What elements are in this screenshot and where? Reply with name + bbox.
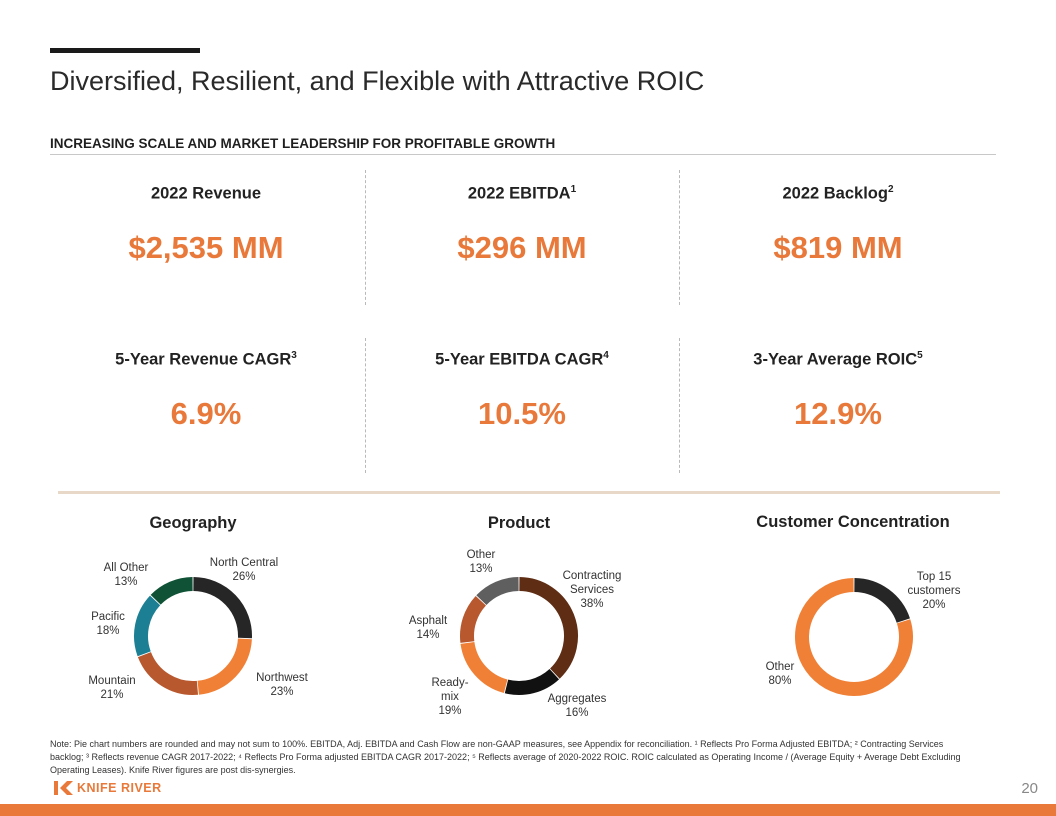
- metric-value: 12.9%: [794, 395, 882, 431]
- donut-slice-other: [795, 578, 913, 696]
- metric-backlog: 2022 Backlog2 $819 MM: [683, 184, 993, 266]
- page-title: Diversified, Resilient, and Flexible wit…: [50, 66, 705, 96]
- metric-value: 10.5%: [478, 395, 566, 431]
- label-all-other: All Other 13%: [103, 562, 149, 588]
- donut-slice-ready-mix: [460, 641, 508, 694]
- donut-slice-mountain: [137, 651, 199, 695]
- metric-revenue-cagr: 5-Year Revenue CAGR3 6.9%: [51, 350, 361, 432]
- metric-label: 2022 Revenue: [150, 184, 262, 203]
- metric-divider: [365, 338, 366, 473]
- donut-slice-top-15-customers: [854, 578, 910, 624]
- metric-value: $296 MM: [457, 229, 587, 265]
- label-top-15-customers: Top 15 customers 20%: [907, 571, 961, 611]
- metric-divider: [365, 170, 366, 305]
- subtitle-divider: [50, 154, 996, 155]
- metric-value: 6.9%: [170, 395, 242, 431]
- metric-label: 2022 Backlog2: [782, 184, 894, 203]
- donut-slice-contracting-services: [519, 577, 578, 679]
- page-number: 20: [1021, 780, 1038, 797]
- metric-label: 5-Year EBITDA CAGR4: [435, 350, 609, 369]
- label-contracting-services: Contracting Services 38%: [562, 570, 622, 610]
- chart-title-product: Product: [487, 514, 551, 532]
- metric-ebitda-cagr: 5-Year EBITDA CAGR4 10.5%: [367, 350, 677, 432]
- label-customer-other: Other 80%: [765, 661, 795, 687]
- metric-value: $2,535 MM: [128, 229, 284, 265]
- title-accent-bar: [50, 48, 200, 53]
- metric-divider: [679, 170, 680, 305]
- label-mountain: Mountain 21%: [88, 675, 136, 701]
- donut-slice-pacific: [134, 595, 161, 657]
- metric-label: 2022 EBITDA1: [467, 184, 577, 203]
- knife-river-logo: KNIFE RIVER: [54, 781, 162, 795]
- donut-slice-other: [476, 577, 520, 606]
- label-north-central: North Central 26%: [209, 557, 279, 583]
- label-product-other: Other 13%: [466, 549, 496, 575]
- logo-text: KNIFE RIVER: [77, 781, 162, 795]
- label-pacific: Pacific 18%: [91, 611, 125, 637]
- donut-slice-northwest: [197, 638, 252, 695]
- metric-label: 3-Year Average ROIC5: [753, 350, 923, 369]
- label-asphalt: Asphalt 14%: [408, 615, 448, 641]
- chart-title-geography: Geography: [149, 514, 237, 532]
- donut-slice-north-central: [193, 577, 252, 639]
- metric-label: 5-Year Revenue CAGR3: [115, 350, 297, 369]
- donut-slice-aggregates: [504, 668, 560, 695]
- donut-slice-all-other: [150, 577, 194, 605]
- label-aggregates: Aggregates 16%: [547, 693, 607, 719]
- metric-divider: [679, 338, 680, 473]
- chart-title-customer: Customer Concentration: [756, 513, 950, 531]
- footnote: Note: Pie chart numbers are rounded and …: [50, 739, 961, 775]
- metric-ebitda: 2022 EBITDA1 $296 MM: [367, 184, 677, 266]
- section-subtitle: INCREASING SCALE AND MARKET LEADERSHIP F…: [50, 136, 556, 151]
- logo-mark-icon: [54, 781, 73, 795]
- metric-roic: 3-Year Average ROIC5 12.9%: [683, 350, 993, 432]
- metric-revenue: 2022 Revenue $2,535 MM: [51, 184, 361, 266]
- label-northwest: Northwest 23%: [256, 672, 308, 698]
- footer-accent-bar: [0, 804, 1056, 816]
- label-ready-mix: Ready-mix 19%: [431, 677, 469, 717]
- donut-slice-asphalt: [460, 595, 487, 643]
- metric-value: $819 MM: [773, 229, 903, 265]
- section-divider: [58, 491, 1000, 494]
